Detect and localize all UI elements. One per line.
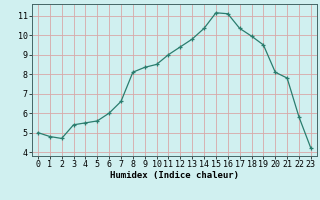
- X-axis label: Humidex (Indice chaleur): Humidex (Indice chaleur): [110, 171, 239, 180]
